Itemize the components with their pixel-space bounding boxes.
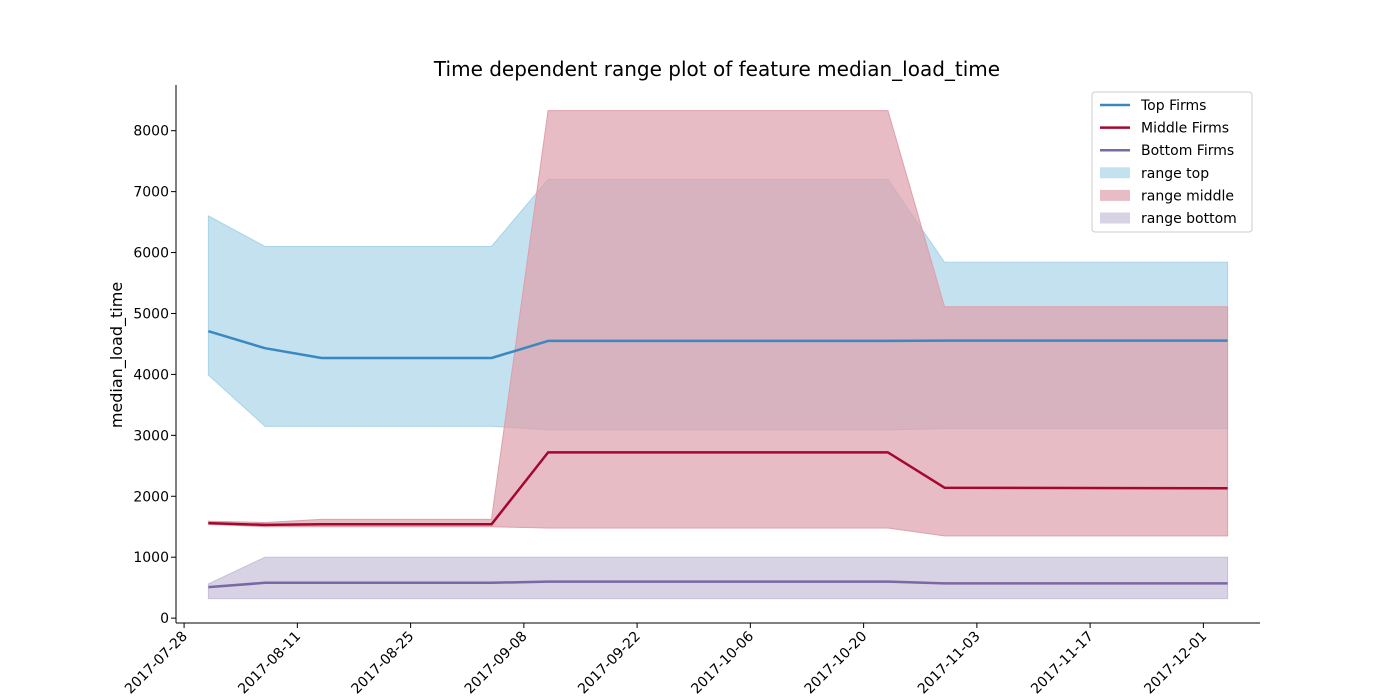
x-tick-label: 2017-08-25 bbox=[349, 629, 418, 698]
y-tick-label: 5000 bbox=[133, 306, 169, 322]
y-tick-label: 4000 bbox=[133, 367, 169, 383]
y-tick-label: 2000 bbox=[133, 489, 169, 505]
legend-label: range middle bbox=[1141, 188, 1234, 204]
x-tick-label: 2017-11-03 bbox=[915, 629, 984, 698]
legend-label: Bottom Firms bbox=[1141, 143, 1234, 159]
y-tick-label: 6000 bbox=[133, 246, 169, 262]
y-tick-label: 3000 bbox=[133, 428, 169, 444]
x-tick-label: 2017-11-17 bbox=[1028, 629, 1097, 698]
y-tick-label: 1000 bbox=[133, 550, 169, 566]
legend-label: range top bbox=[1141, 166, 1209, 182]
legend-patch-swatch bbox=[1100, 212, 1130, 224]
chart-title: Time dependent range plot of feature med… bbox=[433, 57, 1000, 81]
plot-area bbox=[207, 110, 1229, 600]
y-tick-label: 0 bbox=[160, 611, 169, 627]
range-band-3 bbox=[207, 556, 1229, 600]
legend-label: Top Firms bbox=[1140, 98, 1206, 114]
series-line-3 bbox=[208, 580, 1228, 589]
y-tick-label: 8000 bbox=[133, 124, 169, 140]
x-tick-label: 2017-10-06 bbox=[688, 628, 757, 697]
y-axis-label: median_load_time bbox=[107, 282, 127, 428]
y-tick-label: 7000 bbox=[133, 185, 169, 201]
x-tick-label: 2017-09-08 bbox=[462, 629, 531, 698]
legend-label: range bottom bbox=[1141, 211, 1237, 227]
x-tick-label: 2017-12-01 bbox=[1141, 629, 1210, 698]
series-line-2 bbox=[208, 451, 1228, 527]
range-band-2 bbox=[207, 110, 1229, 537]
x-tick-label: 2017-09-22 bbox=[575, 629, 644, 698]
x-tick-label: 2017-10-20 bbox=[802, 629, 871, 698]
series-line-1 bbox=[208, 330, 1228, 360]
legend-patch-swatch bbox=[1100, 189, 1130, 201]
legend-label: Middle Firms bbox=[1141, 121, 1229, 137]
x-tick-label: 2017-08-11 bbox=[235, 629, 304, 698]
legend-box bbox=[1091, 91, 1253, 233]
legend: Top Firms Middle Firms Bottom Firms range t… bbox=[1091, 91, 1253, 233]
x-tick-label: 2017-07-28 bbox=[122, 629, 191, 698]
legend-patch-swatch bbox=[1100, 167, 1130, 179]
